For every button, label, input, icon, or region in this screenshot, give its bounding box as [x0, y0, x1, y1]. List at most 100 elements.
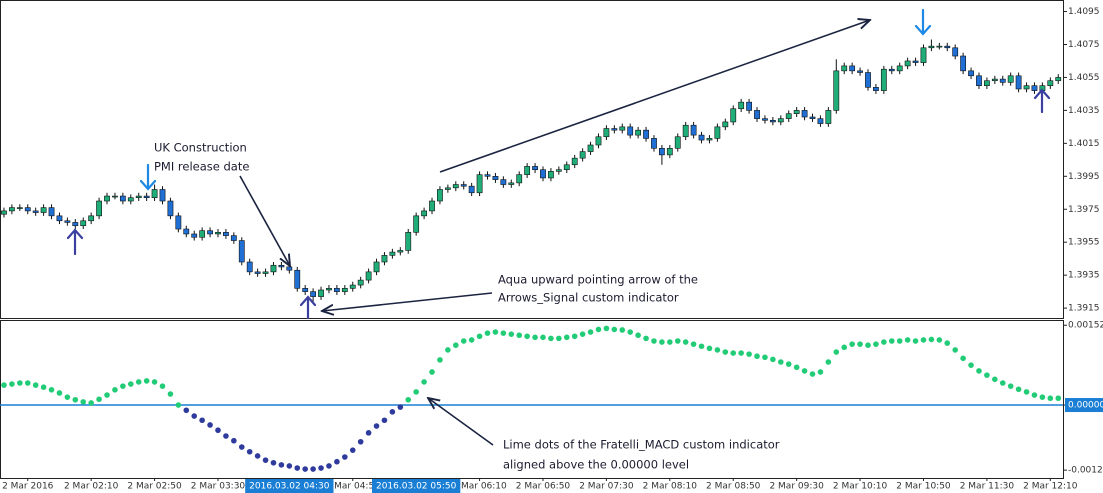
indicator-dot [342, 454, 348, 460]
candle-body [215, 232, 221, 235]
annotation-arrow [239, 175, 290, 266]
indicator-dot [587, 329, 594, 335]
indicator-dot [801, 368, 808, 374]
indicator-dot [976, 368, 982, 374]
indicator-dot [183, 407, 190, 414]
candle-body [119, 195, 126, 202]
indicator-dot [770, 356, 776, 363]
candle-body [714, 126, 721, 139]
y-tick-label: 0.00152 [1068, 321, 1103, 331]
plot [0, 0, 1067, 481]
candle-body [223, 232, 229, 236]
candle-body [452, 184, 459, 189]
indicator-dot [754, 353, 760, 360]
candle-body [579, 151, 586, 159]
candle-body [658, 147, 665, 156]
annotation: Aqua upward pointing arrow of the [498, 273, 698, 287]
y-tick-label: 1.3935 [1068, 271, 1100, 281]
indicator-dot [659, 339, 665, 345]
candle-body [151, 189, 158, 199]
indicator-dot [500, 330, 507, 336]
indicator-dot [904, 337, 911, 343]
y-tick-label: 1.3975 [1068, 205, 1100, 215]
candle-body [968, 70, 974, 77]
candle-body [167, 200, 174, 217]
indicator-dot [833, 349, 840, 355]
indicator-dot [326, 463, 332, 469]
candle-body [619, 126, 626, 131]
indicator-dot [635, 332, 641, 339]
indicator-dot [968, 362, 974, 368]
candle-body [674, 136, 681, 149]
candle-body [595, 136, 602, 146]
indicator-dot [667, 339, 673, 345]
indicator-dot [405, 396, 412, 403]
candle-body [587, 144, 594, 152]
indicator-dot [809, 371, 816, 377]
indicator-dot [888, 338, 895, 344]
candle-body [1015, 75, 1022, 90]
indicator-dot [413, 389, 419, 395]
candle-body [72, 222, 79, 227]
indicator-dot [460, 338, 467, 344]
x-tick-label: 2 Mar 02:50 [127, 482, 182, 492]
candle-body [1047, 80, 1054, 86]
indicator-dot [730, 350, 737, 356]
candle-body [754, 110, 760, 119]
indicator-dot [468, 337, 475, 343]
candle-body [397, 250, 404, 253]
indicator-dot [595, 326, 602, 333]
candle-body [880, 68, 887, 91]
candle-body [540, 169, 546, 179]
indicator-dot [881, 339, 887, 345]
x-tick-label: 2016.03.02 04:30 [249, 482, 330, 492]
candle-body [873, 87, 879, 91]
indicator-dot [603, 325, 610, 332]
candle-body [64, 220, 71, 223]
candle-body [96, 200, 102, 217]
indicator-dot [1039, 394, 1046, 400]
indicator-dot [175, 402, 182, 408]
candle-body [294, 269, 301, 289]
candle-body [563, 164, 570, 171]
indicator-dot [992, 376, 998, 383]
indicator-dot [223, 433, 229, 439]
candle-body [1023, 85, 1030, 90]
indicator-dot [1, 382, 7, 388]
indicator-dot [1047, 395, 1054, 402]
candle-body [643, 129, 649, 139]
indicator-dot [389, 409, 396, 415]
candle-body [532, 166, 538, 171]
y-tick-label: 1.3995 [1068, 172, 1100, 182]
candle-body [508, 182, 515, 185]
candle-body [976, 75, 982, 86]
candle-body [865, 72, 871, 88]
candle-body [365, 271, 372, 281]
indicator-dot [746, 351, 752, 357]
candle-body [373, 261, 380, 273]
candle-body [841, 65, 848, 72]
indicator-dot [643, 335, 649, 342]
highlight-box [245, 479, 334, 493]
annotation-arrows [239, 20, 870, 446]
indicator-dot [540, 334, 546, 341]
indicator-dot [817, 369, 824, 375]
indicator-dot [270, 459, 277, 466]
annotation: Lime dots of the Fratelli_MACD custom in… [503, 438, 780, 452]
candle-body [207, 230, 213, 235]
indicator-dot [246, 448, 253, 455]
y-tick-label: 1.4055 [1068, 73, 1100, 83]
candle-body [635, 129, 642, 136]
indicator-dot [952, 347, 958, 353]
candle-body [524, 166, 531, 175]
indicator-dot [841, 344, 848, 351]
indicator-dot [579, 331, 586, 337]
indicator-dot [619, 327, 626, 333]
candle-body [809, 116, 816, 119]
indicator-dot [191, 413, 198, 419]
candle-body [333, 288, 340, 292]
indicator-dot [9, 381, 15, 387]
candle-body [944, 45, 951, 49]
indicator-dot [785, 361, 792, 367]
y-tick-label: 1.4035 [1068, 106, 1100, 116]
